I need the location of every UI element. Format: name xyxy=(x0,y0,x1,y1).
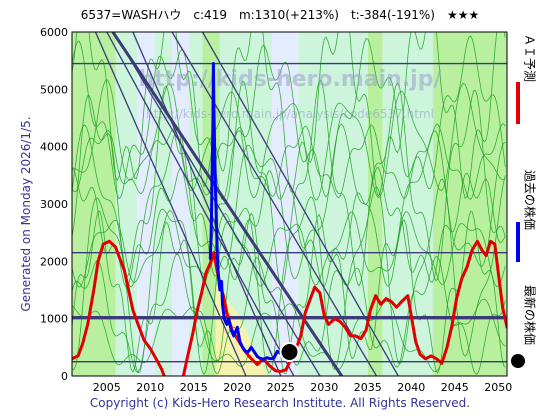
y-tick-5000: 5000 xyxy=(40,83,68,96)
latest-price xyxy=(279,341,300,362)
legend-item-ai: ＡＩ予測 xyxy=(514,30,540,130)
simulation-line-9 xyxy=(72,79,506,201)
legend-swatch-ai xyxy=(516,82,520,124)
x-tick-2050: 2050 xyxy=(484,381,512,394)
generated-date-label: Generated on Monday 2026/1/5. xyxy=(19,116,33,312)
watermark-url: http://kids-hero.main.jp/ xyxy=(138,67,442,92)
y-tick-2000: 2000 xyxy=(40,255,68,268)
trend-line-0 xyxy=(94,32,247,376)
x-tick-2005: 2005 xyxy=(93,381,121,394)
series-ai-0 xyxy=(72,239,166,376)
watermark-page: http://kids-hero.main.jp/analysis/code65… xyxy=(146,107,434,121)
x-tick-2025: 2025 xyxy=(267,381,295,394)
trend-line-2 xyxy=(106,32,295,376)
simulation-line-11 xyxy=(72,32,506,199)
legend-swatch-latest xyxy=(511,354,525,368)
y-tick-3000: 3000 xyxy=(40,198,68,211)
band-12 xyxy=(433,32,507,376)
y-tick-1000: 1000 xyxy=(40,313,68,326)
y-tick-0: 0 xyxy=(61,370,68,383)
legend-item-latest: 最新の株価 xyxy=(511,280,540,380)
chart-header: 6537=WASHハウ c:419 m:1310(+213%) t:-384(-… xyxy=(80,8,480,22)
simulation-line-7 xyxy=(72,79,506,287)
plot-frame xyxy=(71,31,508,377)
simulation-line-4 xyxy=(72,210,506,288)
x-tick-2040: 2040 xyxy=(397,381,425,394)
legend-swatch-past xyxy=(516,222,520,262)
band-4 xyxy=(172,32,190,376)
copyright-footer: Copyright (c) Kids-Hero Research Institu… xyxy=(89,396,471,410)
series-past-2 xyxy=(208,62,285,361)
x-tick-2030: 2030 xyxy=(310,381,338,394)
legend-label-past: 過去の株価 xyxy=(522,169,537,231)
x-tick-2010: 2010 xyxy=(136,381,164,394)
x-tick-2035: 2035 xyxy=(354,381,382,394)
price-series xyxy=(72,62,507,376)
y-tick-4000: 4000 xyxy=(40,141,68,154)
simulation-line-8 xyxy=(72,123,506,200)
simulation-line-10 xyxy=(72,35,506,201)
x-tick-2045: 2045 xyxy=(441,381,469,394)
legend-item-past: 過去の株価 xyxy=(514,170,540,270)
legend-label-ai: ＡＩ予測 xyxy=(522,33,537,83)
simulation-line-0 xyxy=(72,298,506,373)
series-ai-1 xyxy=(181,239,507,376)
plot-border xyxy=(71,31,508,377)
x-tick-2015: 2015 xyxy=(180,381,208,394)
y-tick-6000: 6000 xyxy=(40,26,68,39)
y-axis-ticks: 0 1000 2000 3000 4000 5000 6000 xyxy=(40,26,68,383)
x-tick-2020: 2020 xyxy=(223,381,251,394)
legend-label-latest: 最新の株価 xyxy=(522,284,537,346)
legend: ＡＩ予測 過去の株価 最新の株価 xyxy=(511,30,540,380)
trend-line-1 xyxy=(132,32,282,376)
trend-line-6 xyxy=(201,32,399,376)
latest-price-dot xyxy=(281,343,298,360)
trend-line-5 xyxy=(171,32,378,376)
band-2 xyxy=(137,32,155,376)
x-axis-ticks: 2005 2010 2015 2020 2025 2030 2035 2040 2045 2050 xyxy=(93,381,512,394)
